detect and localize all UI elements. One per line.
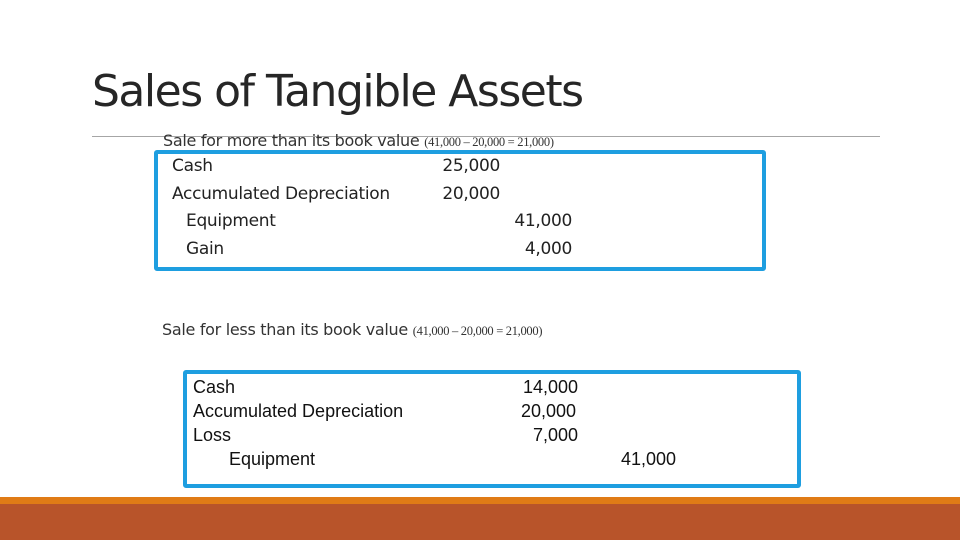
entry2-account-loss: Loss (193, 425, 232, 445)
section1-calc: (41,000 – 20,000 = 21,000) (424, 135, 554, 149)
entry1-credit-gain: 4,000 (524, 239, 572, 259)
title-divider (92, 136, 880, 137)
entry1-account-accum-dep: Accumulated Depreciation (172, 184, 390, 204)
entry2-account-accum-dep: Accumulated Depreciation (193, 401, 404, 421)
entry2-account-equipment: Equipment (229, 449, 316, 469)
section2-heading-text: Sale for less than its book value (162, 320, 408, 339)
entry2-debit-loss: 7,000 (532, 425, 578, 445)
section1-heading-text: Sale for more than its book value (163, 131, 420, 150)
entry1-account-equipment: Equipment (186, 211, 276, 231)
entry1-credit-equipment: 41,000 (514, 211, 572, 231)
section2-calc: (41,000 – 20,000 = 21,000) (412, 324, 543, 338)
journal-entry-box-gain (154, 150, 766, 271)
section1-heading: Sale for more than its book value (41,00… (163, 131, 554, 150)
entry2-account-cash: Cash (193, 377, 236, 397)
entry1-account-cash: Cash (172, 156, 213, 176)
slide-title: Sales of Tangible Assets (92, 66, 584, 117)
journal-entry-box-loss (183, 370, 801, 488)
entry2-debit-cash: 14,000 (522, 377, 578, 397)
entry1-debit-cash: 25,000 (442, 156, 500, 176)
entry2-credit-equipment: 41,000 (620, 449, 676, 469)
section2-heading: Sale for less than its book value (41,00… (162, 320, 543, 339)
entry2-debit-accum-dep: 20,000 (520, 401, 576, 421)
footer-accent-bar (0, 497, 960, 504)
footer-band (0, 504, 960, 540)
entry1-debit-accum-dep: 20,000 (442, 184, 500, 204)
entry1-account-gain: Gain (186, 239, 224, 259)
